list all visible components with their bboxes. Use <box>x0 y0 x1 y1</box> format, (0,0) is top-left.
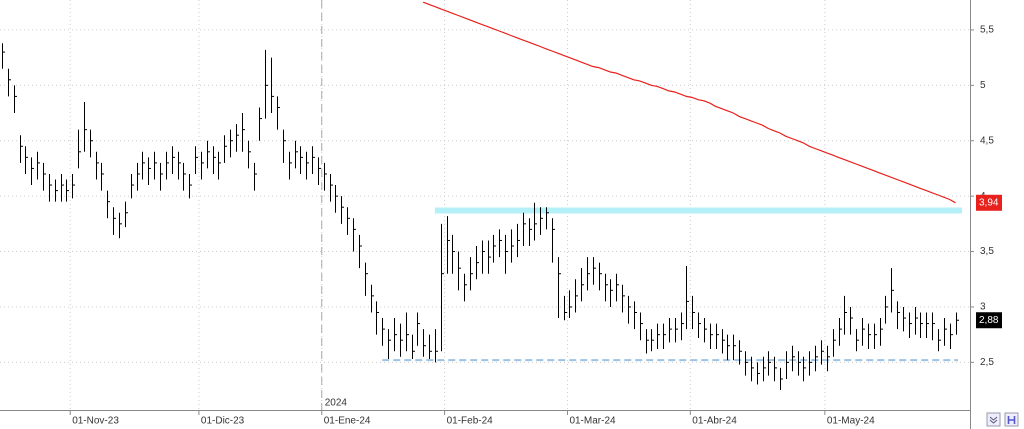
last-close-label: 2,88 <box>979 315 999 326</box>
last-close-box <box>976 312 1002 329</box>
x-tick-label: 01-May-24 <box>827 416 875 427</box>
moving-average-line <box>422 1 956 204</box>
x-tick-label: 01-Mar-24 <box>569 416 616 427</box>
h-icon <box>1007 416 1016 424</box>
x-tick-label: 01-Abr-24 <box>692 416 737 427</box>
y-tick-label: 4,5 <box>980 135 994 146</box>
last-ma-box <box>976 194 1002 211</box>
x-tick-label: 01-Feb-24 <box>447 416 494 427</box>
year-label: 2024 <box>325 398 348 409</box>
x-tick-label: 01-Nov-23 <box>72 416 119 427</box>
y-tick-label: 3 <box>980 302 986 313</box>
plot: 2024 <box>0 0 970 410</box>
x-tick-label: 01-Ene-24 <box>324 416 371 427</box>
y-tick-label: 5,5 <box>980 25 994 36</box>
y-tick-label: 2,5 <box>980 357 994 368</box>
toolbar <box>986 412 1019 427</box>
scroll-icon <box>989 416 998 424</box>
x-tick-label: 01-Dic-23 <box>201 416 245 427</box>
y-tick-label: 3,5 <box>980 246 994 257</box>
y-tick-label: 5 <box>980 80 986 91</box>
last-ma-label: 3,94 <box>979 197 999 208</box>
